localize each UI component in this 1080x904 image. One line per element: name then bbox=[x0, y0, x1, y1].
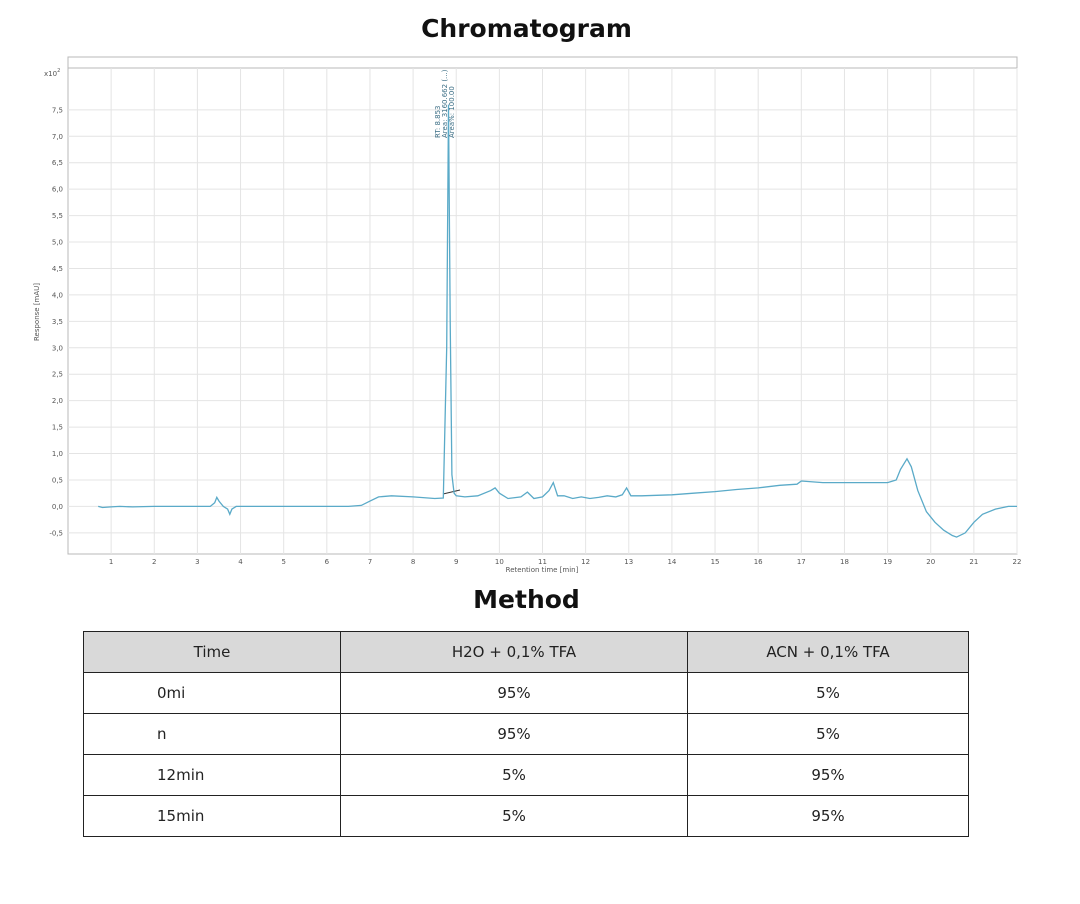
cell-solvent-a: 95% bbox=[340, 713, 688, 755]
x-tick-label: 13 bbox=[624, 558, 633, 566]
cell-solvent-a: 95% bbox=[340, 672, 688, 714]
x-tick-label: 2 bbox=[152, 558, 156, 566]
y-tick-label: 5,0 bbox=[52, 239, 63, 247]
x-tick-label: 16 bbox=[754, 558, 763, 566]
peak-annotation: RT: 8.853 Area: 3160.662 (...) Area%: 100.… bbox=[434, 69, 456, 138]
y-tick-label: 1,0 bbox=[52, 450, 63, 458]
table-row: 15min 5% 95% bbox=[83, 795, 969, 837]
y-tick-label: 3,0 bbox=[52, 344, 63, 352]
chromatogram-trace bbox=[98, 104, 1017, 538]
x-tick-label: 1 bbox=[109, 558, 113, 566]
y-axis-title: Response [mAU] bbox=[33, 283, 41, 341]
y-tick-label: 2,0 bbox=[52, 397, 63, 405]
method-table: Time H2O + 0,1% TFA ACN + 0,1% TFA 0mi 9… bbox=[83, 631, 969, 837]
cell-solvent-b: 95% bbox=[687, 795, 969, 837]
y-tick-label: 6,5 bbox=[52, 159, 63, 167]
chromatogram-chart: 1 2 3 4 5 6 7 8 9 10 11 12 13 14 15 16 17 18 19 20 21 22 -0,5… bbox=[33, 56, 1022, 574]
cell-solvent-b: 5% bbox=[687, 713, 969, 755]
x-tick-label: 21 bbox=[969, 558, 978, 566]
cell-time: 0mi bbox=[83, 672, 341, 714]
x-tick-label: 8 bbox=[411, 558, 415, 566]
x-tick-label: 18 bbox=[840, 558, 849, 566]
cell-time: n bbox=[83, 713, 341, 755]
y-gridlines bbox=[68, 109, 1017, 534]
y-tick-label: 6,0 bbox=[52, 186, 63, 194]
y-tick-label: 4,0 bbox=[52, 291, 63, 299]
method-title: Method bbox=[473, 585, 580, 614]
x-tick-label: 3 bbox=[195, 558, 199, 566]
x-tick-label: 5 bbox=[281, 558, 285, 566]
y-tick-labels: -0,5 0,0 0,5 1,0 1,5 2,0 2,5 3,0 3,5 4,0 4,5 5,0 5,5… bbox=[49, 106, 63, 537]
cell-solvent-a: 5% bbox=[340, 754, 688, 796]
x-gridlines bbox=[110, 68, 1018, 554]
y-multiplier-label: x102 bbox=[44, 68, 60, 78]
peak-annotation-line: RT: 8.853 bbox=[434, 106, 442, 138]
cell-time: 12min bbox=[83, 754, 341, 796]
y-tick-label: 0,0 bbox=[52, 503, 63, 511]
table-row: 12min 5% 95% bbox=[83, 754, 969, 796]
x-tick-label: 7 bbox=[368, 558, 372, 566]
cell-time: 15min bbox=[83, 795, 341, 837]
baseline-integration-line bbox=[442, 489, 461, 495]
header-solvent-b: ACN + 0,1% TFA bbox=[687, 631, 969, 673]
y-tick-label: 2,5 bbox=[52, 371, 63, 379]
x-tick-label: 6 bbox=[325, 558, 330, 566]
x-axis-title: Retention time [min] bbox=[506, 566, 579, 574]
peak-annotation-line: Area: 3160.662 (...) bbox=[441, 69, 449, 138]
x-tick-labels: 1 2 3 4 5 6 7 8 9 10 11 12 13 14 15 16 17 18 19 20 21 22 bbox=[109, 558, 1022, 566]
x-tick-label: 17 bbox=[797, 558, 806, 566]
table-row: n 95% 5% bbox=[83, 713, 969, 755]
x-tick-label: 10 bbox=[495, 558, 504, 566]
header-solvent-a: H2O + 0,1% TFA bbox=[340, 631, 688, 673]
chart-title: Chromatogram bbox=[421, 14, 632, 43]
x-tick-label: 9 bbox=[454, 558, 458, 566]
x-tick-label: 19 bbox=[883, 558, 892, 566]
x-tick-label: 20 bbox=[926, 558, 935, 566]
header-time: Time bbox=[83, 631, 341, 673]
table-row: 0mi 95% 5% bbox=[83, 672, 969, 714]
x-tick-label: 4 bbox=[238, 558, 243, 566]
x-tick-label: 12 bbox=[581, 558, 590, 566]
y-tick-label: -0,5 bbox=[49, 529, 63, 537]
x-tick-label: 22 bbox=[1013, 558, 1022, 566]
y-tick-label: 7,0 bbox=[52, 133, 63, 141]
y-tick-label: 7,5 bbox=[52, 106, 63, 114]
cell-solvent-a: 5% bbox=[340, 795, 688, 837]
y-tick-label: 1,5 bbox=[52, 424, 63, 432]
y-tick-label: 3,5 bbox=[52, 318, 63, 326]
cell-solvent-b: 5% bbox=[687, 672, 969, 714]
y-tick-label: 0,5 bbox=[52, 476, 63, 484]
y-tick-label: 4,5 bbox=[52, 265, 63, 273]
x-tick-label: 14 bbox=[667, 558, 676, 566]
cell-solvent-b: 95% bbox=[687, 754, 969, 796]
y-tick-label: 5,5 bbox=[52, 212, 63, 220]
x-tick-label: 11 bbox=[538, 558, 547, 566]
peak-annotation-line: Area%: 100.00 bbox=[448, 86, 456, 138]
x-tick-label: 15 bbox=[711, 558, 720, 566]
method-table-header-row: Time H2O + 0,1% TFA ACN + 0,1% TFA bbox=[83, 631, 969, 673]
